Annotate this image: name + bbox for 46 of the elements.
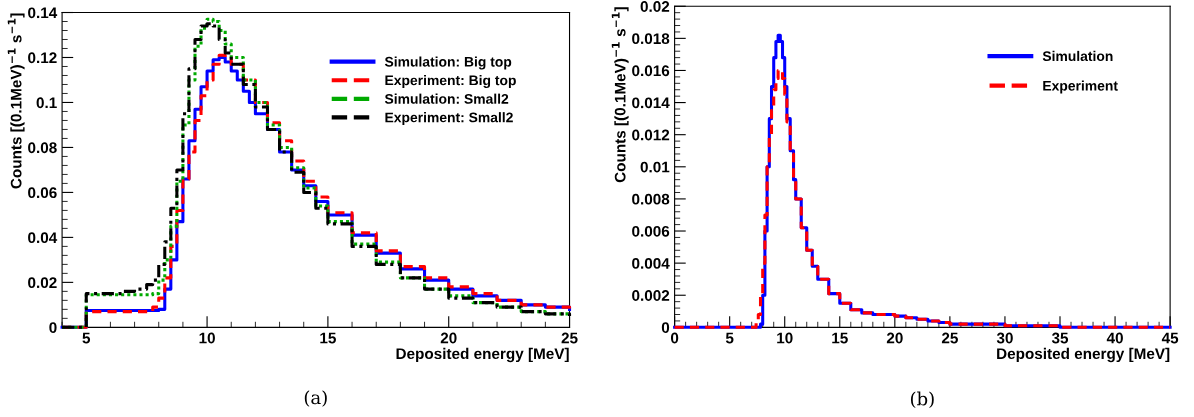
- x-axis-title: Deposited energy [MeV]: [997, 347, 1170, 363]
- text: (a): [304, 390, 327, 407]
- y-tick-label: 0.1: [36, 97, 57, 109]
- x-tick-label: 15: [832, 332, 848, 344]
- x-tick-label: 10: [777, 332, 793, 344]
- y-axis-title: Counts [(0.1MeV)$^{−1}$ s$^{−1}$]: [611, 7, 629, 183]
- x-tick-label: 15: [320, 332, 336, 344]
- y-tick-label: 0.006: [632, 225, 670, 237]
- x-tick-label: 20: [440, 332, 457, 344]
- y-tick-label: 0.12: [28, 52, 57, 64]
- legend-label: Experiment: Big top: [385, 75, 516, 89]
- x-tick-label: 25: [941, 332, 958, 344]
- x-tick-label: 5: [725, 332, 734, 344]
- legend-label: Simulation: Big top: [384, 56, 512, 70]
- y-tick-label: 0.016: [632, 65, 670, 77]
- x-tick-label: 20: [886, 332, 903, 344]
- x-tick-label: 40: [1106, 332, 1123, 344]
- legend-label: Simulation: [1042, 50, 1113, 62]
- y-tick-label: 0.018: [632, 33, 670, 45]
- x-tick-label: 0: [670, 332, 679, 344]
- text: (b): [910, 391, 934, 409]
- legend-label: Experiment: Small2: [385, 112, 513, 126]
- y-tick-label: 0: [661, 322, 670, 334]
- x-tick-label: 35: [1051, 332, 1069, 344]
- x-tick-label: 30: [996, 332, 1013, 344]
- y-tick-label: 0: [49, 322, 57, 334]
- y-tick-label: 0.04: [28, 232, 58, 244]
- x-tick-label: 10: [199, 332, 215, 344]
- y-tick-label: 0.002: [632, 290, 670, 301]
- y-tick-label: 0.008: [632, 193, 670, 205]
- y-tick-label: 0.02: [640, 1, 670, 12]
- y-tick-label: 0.06: [28, 187, 57, 199]
- y-tick-label: 0.012: [632, 129, 670, 141]
- y-tick-label: 0.14: [28, 7, 58, 19]
- legend-label: Experiment: [1043, 80, 1118, 94]
- x-tick-label: 25: [561, 332, 578, 344]
- x-tick-label: 45: [1161, 332, 1179, 344]
- x-tick-label: 5: [82, 332, 91, 344]
- y-axis-title: Counts [(0.1MeV)$^{−1}$ s$^{−1}$]: [7, 13, 25, 189]
- y-tick-label: 0.08: [28, 142, 57, 154]
- y-tick-label: 0.02: [28, 277, 57, 289]
- y-tick-label: 0.01: [640, 161, 670, 173]
- x-axis-title: Deposited energy [MeV]: [396, 347, 569, 363]
- y-tick-label: 0.004: [632, 257, 670, 269]
- legend-label: Simulation: Small2: [384, 93, 509, 104]
- y-tick-label: 0.014: [632, 97, 670, 109]
